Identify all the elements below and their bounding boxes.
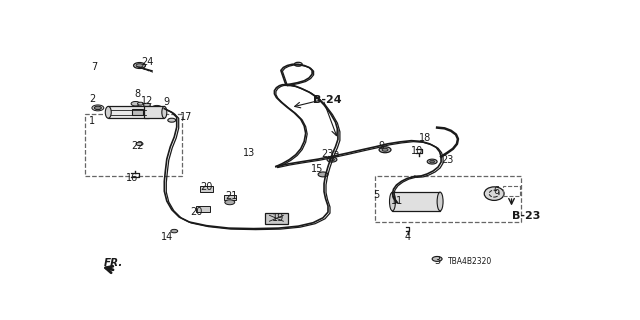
- Circle shape: [134, 62, 145, 68]
- Text: 23a: 23a: [321, 149, 340, 159]
- Text: 3: 3: [434, 256, 440, 266]
- Text: 15: 15: [311, 164, 323, 174]
- Bar: [264, 212, 288, 224]
- Bar: [224, 195, 236, 200]
- Circle shape: [318, 172, 328, 177]
- Text: B-24: B-24: [313, 95, 342, 105]
- Ellipse shape: [437, 192, 443, 211]
- Text: 19: 19: [272, 213, 285, 223]
- Text: 24: 24: [141, 57, 153, 67]
- Circle shape: [432, 256, 442, 261]
- Ellipse shape: [484, 187, 504, 200]
- Circle shape: [92, 105, 104, 111]
- Ellipse shape: [146, 107, 152, 118]
- Ellipse shape: [162, 107, 167, 118]
- Circle shape: [171, 229, 178, 233]
- Text: 9: 9: [164, 98, 170, 108]
- Bar: [145, 107, 164, 118]
- Text: 23: 23: [441, 155, 453, 164]
- Circle shape: [327, 157, 337, 162]
- Circle shape: [131, 101, 140, 106]
- Text: 10: 10: [411, 146, 424, 156]
- Circle shape: [136, 142, 143, 146]
- Bar: [132, 109, 143, 115]
- Circle shape: [225, 200, 235, 205]
- Bar: [502, 186, 520, 196]
- Text: 2: 2: [89, 94, 95, 104]
- Text: B-23: B-23: [511, 211, 540, 221]
- Text: FR.: FR.: [104, 258, 123, 268]
- Circle shape: [143, 103, 150, 107]
- Bar: [392, 192, 440, 211]
- Text: 21: 21: [225, 191, 237, 201]
- Text: 18: 18: [419, 133, 431, 143]
- Text: 20: 20: [200, 182, 212, 192]
- Circle shape: [330, 158, 335, 161]
- Ellipse shape: [106, 107, 111, 118]
- Text: 8: 8: [134, 89, 140, 99]
- Circle shape: [168, 118, 176, 122]
- Text: 11: 11: [391, 196, 404, 206]
- Bar: [108, 107, 149, 118]
- Text: 13: 13: [243, 148, 255, 158]
- Text: 9: 9: [378, 140, 385, 151]
- Bar: [85, 114, 182, 176]
- Text: TBA4B2320: TBA4B2320: [448, 257, 492, 266]
- Circle shape: [428, 159, 437, 164]
- Text: 22: 22: [131, 140, 143, 151]
- Text: 12: 12: [141, 96, 153, 106]
- Bar: [375, 176, 522, 222]
- Text: 4: 4: [404, 232, 410, 242]
- Text: 17: 17: [180, 112, 193, 122]
- Bar: [196, 206, 210, 212]
- Text: 5: 5: [374, 190, 380, 200]
- Text: 20: 20: [190, 207, 203, 217]
- Circle shape: [136, 64, 143, 67]
- Circle shape: [94, 106, 101, 110]
- Text: 14: 14: [161, 232, 173, 242]
- Circle shape: [379, 147, 391, 153]
- Bar: [200, 186, 213, 192]
- Circle shape: [155, 109, 162, 113]
- Circle shape: [152, 105, 162, 110]
- Text: 6: 6: [493, 186, 500, 196]
- Circle shape: [382, 148, 388, 151]
- Circle shape: [429, 160, 435, 163]
- Ellipse shape: [390, 192, 396, 211]
- Circle shape: [138, 102, 143, 105]
- Text: 16: 16: [126, 172, 138, 183]
- Text: 7: 7: [91, 62, 97, 72]
- Text: 1: 1: [90, 116, 95, 126]
